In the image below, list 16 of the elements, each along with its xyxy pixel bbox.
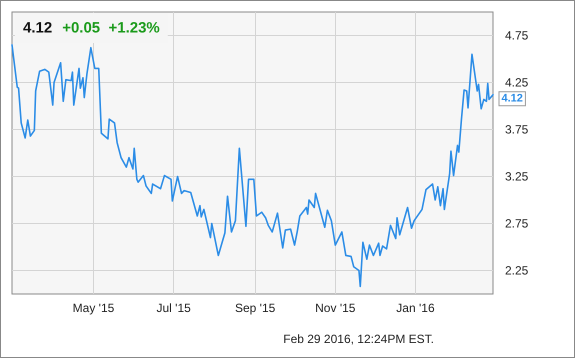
y-tick-label: 2.75 <box>505 216 529 230</box>
y-tick-label: 4.25 <box>505 76 529 90</box>
x-tick-label: May '15 <box>72 301 115 315</box>
y-tick-label: 3.25 <box>505 170 529 184</box>
y-tick-label: 2.25 <box>505 264 529 278</box>
x-tick-label: Jan '16 <box>396 301 435 315</box>
y-tick-label: 4.75 <box>505 28 529 42</box>
annotation: 4.12 <box>502 92 523 105</box>
y-tick-label: 3.75 <box>505 122 529 136</box>
x-tick-label: Nov '15 <box>315 301 356 315</box>
line-series <box>11 44 494 288</box>
x-tick-label: Jul '15 <box>156 301 192 315</box>
text: 4.12 <box>23 20 52 36</box>
text: Feb 29 2016, 12:24PM EST. <box>283 332 434 346</box>
x-tick-label: Sep '15 <box>234 301 276 315</box>
text: +0.05 +1.23% <box>62 20 160 36</box>
